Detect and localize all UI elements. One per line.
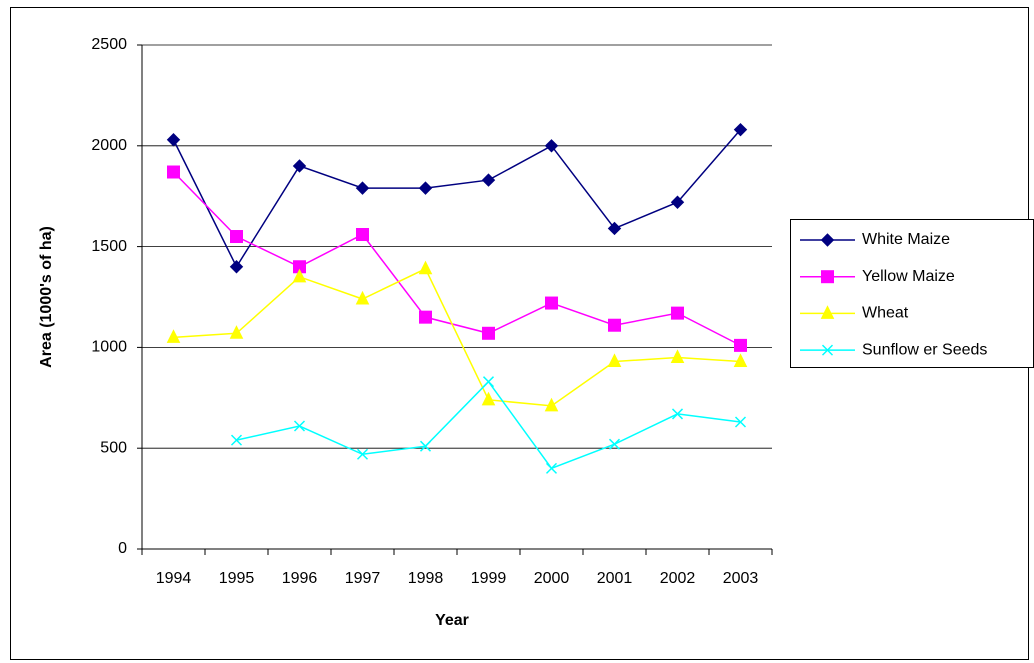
legend-marker (820, 305, 835, 319)
marker (607, 353, 622, 368)
marker (292, 268, 307, 283)
x-tick-label: 1998 (408, 570, 444, 587)
marker (545, 462, 558, 474)
marker (734, 338, 747, 352)
series-line (173, 267, 741, 407)
marker (671, 306, 684, 320)
y-tick-label: 0 (118, 540, 127, 557)
marker (229, 325, 244, 339)
marker (544, 397, 559, 412)
marker (355, 181, 370, 195)
legend-label: White Maize (862, 231, 950, 248)
marker (670, 195, 685, 209)
marker (670, 349, 685, 363)
marker (356, 448, 369, 460)
marker (418, 260, 433, 275)
x-axis-title: Year (435, 612, 469, 629)
marker (356, 228, 369, 242)
y-tick-label: 1000 (91, 339, 127, 356)
marker (230, 230, 243, 244)
legend-label: Sunflow er Seeds (862, 341, 987, 358)
marker (419, 440, 432, 452)
y-tick-label: 2500 (91, 36, 127, 53)
legend-marker (821, 344, 834, 356)
marker (481, 173, 496, 187)
marker (229, 260, 244, 274)
marker (733, 122, 748, 137)
marker (482, 376, 495, 388)
y-tick-label: 500 (100, 439, 127, 456)
marker (545, 296, 558, 310)
x-tick-label: 1995 (219, 570, 255, 587)
marker (230, 434, 243, 446)
marker (607, 221, 622, 236)
marker (166, 133, 181, 147)
y-tick-label: 1500 (91, 238, 127, 255)
marker (482, 326, 495, 340)
x-tick-label: 2002 (660, 570, 696, 587)
marker (292, 159, 307, 173)
marker (167, 165, 180, 179)
marker (293, 420, 306, 432)
marker (671, 408, 684, 420)
y-tick-label: 2000 (91, 137, 127, 154)
marker (734, 416, 747, 428)
marker (608, 438, 621, 450)
marker (355, 290, 370, 305)
x-tick-label: 1994 (156, 570, 192, 587)
legend-box (790, 219, 1034, 368)
marker (166, 329, 181, 343)
series-line (172, 129, 742, 269)
y-axis-title: Area (1000's of ha) (38, 226, 55, 368)
x-tick-label: 2000 (534, 570, 570, 587)
marker (481, 391, 496, 406)
legend-marker (821, 270, 834, 284)
x-tick-label: 1997 (345, 570, 381, 587)
legend-label: Wheat (862, 305, 909, 322)
marker (608, 318, 621, 332)
x-tick-label: 2001 (597, 570, 633, 587)
x-tick-label: 1996 (282, 570, 318, 587)
legend-label: Yellow Maize (862, 268, 955, 285)
marker (733, 353, 748, 368)
legend-marker (820, 233, 835, 247)
marker (419, 310, 432, 324)
x-tick-label: 2003 (723, 570, 759, 587)
marker (544, 139, 559, 153)
x-tick-label: 1999 (471, 570, 507, 587)
marker (418, 181, 433, 195)
series-line (172, 171, 741, 347)
